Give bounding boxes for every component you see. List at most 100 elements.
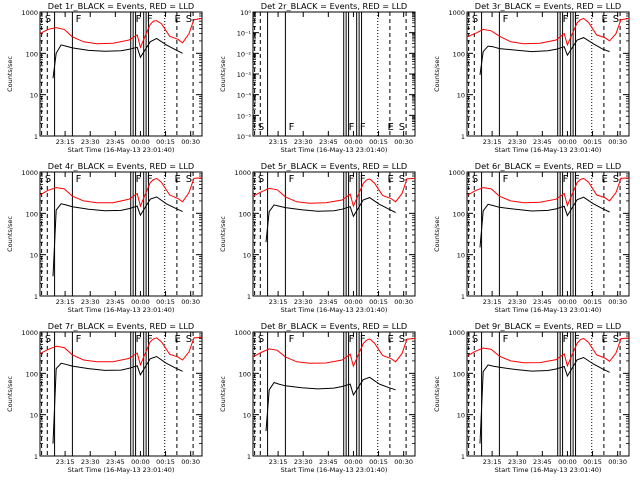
event-marker-label: F [563, 334, 569, 345]
detector-panel: Det 5r_BLACK = Events, RED = LLD 1 10 100 10… [213, 160, 426, 320]
event-marker-label: F [503, 174, 509, 185]
x-tick-label: 23:30 [508, 458, 527, 466]
x-tick-label: 23:45 [533, 458, 552, 466]
x-tick-label: 23:45 [319, 138, 338, 146]
lld-series-line [252, 177, 416, 208]
event-marker-label: S [258, 334, 264, 345]
x-tick-label: 23:15 [56, 138, 75, 146]
event-marker-label: S [472, 14, 478, 25]
y-tick-label: 1 [34, 293, 38, 301]
x-tick-label: 00:30 [181, 138, 200, 146]
events-series-line [265, 197, 396, 243]
event-marker-label: S [472, 174, 478, 185]
y-tick-label: 1 [247, 453, 251, 461]
x-tick-label: 00:30 [608, 298, 627, 306]
x-tick-label: 23:30 [294, 138, 313, 146]
x-tick-label: 23:15 [269, 138, 288, 146]
chart-title: Det 3r_BLACK = Events, RED = LLD [475, 1, 621, 11]
event-marker-label: F [574, 174, 580, 185]
event-marker-label: E [601, 174, 607, 185]
x-tick-label: 00:15 [369, 138, 388, 146]
event-marker-label: E [601, 334, 607, 345]
y-tick-label: 100 [239, 370, 251, 378]
y-tick-label: 100 [239, 210, 251, 218]
event-marker-label: S [399, 334, 405, 345]
event-marker-label: F [147, 174, 153, 185]
y-tick-label: 1000 [448, 169, 465, 177]
y-tick-label: 10 [243, 412, 251, 420]
chart-title: Det 1r_BLACK = Events, RED = LLD [48, 1, 194, 11]
event-marker-label: F [360, 122, 366, 133]
x-tick-label: 00:30 [181, 458, 200, 466]
plot-frame [39, 171, 203, 297]
y-tick-label: 1 [461, 453, 465, 461]
event-marker-label: S [45, 174, 51, 185]
y-tick-label: 10⁰ [240, 9, 251, 17]
event-marker-label: S [472, 334, 478, 345]
event-marker-label: S [399, 174, 405, 185]
chart-svg: Det 4r_BLACK = Events, RED = LLD 1 10 100 10… [6, 161, 203, 314]
y-axis-label: Counts/sec [433, 376, 441, 412]
detector-panel: Det 9r_BLACK = Events, RED = LLD 1 10 100 10… [427, 320, 640, 480]
x-tick-label: 00:15 [583, 458, 602, 466]
y-tick-label: 100 [26, 210, 38, 218]
x-tick-label: 23:15 [483, 298, 502, 306]
detector-panel: Det 8r_BLACK = Events, RED = LLD 1 10 100 10… [213, 320, 426, 480]
x-tick-label: 23:30 [508, 138, 527, 146]
event-marker-label: F [563, 174, 569, 185]
event-marker-label: S [45, 334, 51, 345]
event-marker-label: F [289, 122, 295, 133]
y-tick-label: 1000 [234, 329, 251, 337]
x-tick-label: 00:15 [156, 298, 175, 306]
y-axis-label: Counts/sec [433, 56, 441, 92]
event-marker-label: S [45, 14, 51, 25]
chart-svg: Det 5r_BLACK = Events, RED = LLD 1 10 100 10… [219, 161, 416, 314]
event-marker-label: F [289, 174, 295, 185]
x-tick-label: 23:45 [106, 458, 125, 466]
y-axis-label: Counts/sec [6, 216, 14, 252]
event-marker-label: F [349, 334, 355, 345]
x-tick-label: 00:00 [558, 138, 577, 146]
event-marker-label: F [136, 334, 142, 345]
y-tick-label: 10⁻⁵ [237, 112, 252, 120]
chart-svg: Det 9r_BLACK = Events, RED = LLD 1 10 100 10… [433, 321, 630, 474]
y-tick-label: 10⁻² [237, 50, 252, 58]
detector-panel: Det 2r_BLACK = Events, RED = LLD 10⁻⁶ 10⁻⁵… [213, 0, 426, 160]
events-series-line [52, 196, 183, 277]
x-tick-label: 00:15 [156, 458, 175, 466]
y-tick-label: 10⁻³ [237, 71, 252, 79]
events-series-line [52, 355, 183, 444]
y-tick-label: 1000 [448, 329, 465, 337]
y-tick-label: 1 [34, 453, 38, 461]
chart-title: Det 2r_BLACK = Events, RED = LLD [261, 1, 407, 11]
y-axis-label: Counts/sec [6, 376, 14, 412]
events-series-line [52, 37, 183, 79]
x-axis-label: Start Time (16-May-13 23:01:40) [68, 146, 175, 154]
y-tick-label: 100 [26, 50, 38, 58]
chart-svg: Det 2r_BLACK = Events, RED = LLD 10⁻⁶ 10⁻⁵… [219, 1, 416, 154]
plot-frame [466, 11, 630, 137]
x-tick-label: 00:30 [394, 298, 413, 306]
x-axis-label: Start Time (16-May-13 23:01:40) [495, 466, 602, 474]
x-tick-label: 23:30 [81, 458, 100, 466]
lld-series-line [39, 17, 203, 49]
event-marker-label: F [76, 14, 82, 25]
x-tick-label: 23:45 [106, 298, 125, 306]
y-tick-label: 1000 [448, 9, 465, 17]
y-tick-label: 10 [243, 252, 251, 260]
x-axis-label: Start Time (16-May-13 23:01:40) [281, 466, 388, 474]
y-tick-label: 1000 [21, 329, 38, 337]
event-marker-label: F [574, 334, 580, 345]
x-tick-label: 00:00 [344, 298, 363, 306]
lld-series-line [466, 17, 630, 47]
event-marker-label: E [174, 14, 180, 25]
event-marker-label: F [147, 334, 153, 345]
y-tick-label: 1000 [21, 9, 38, 17]
x-tick-label: 00:00 [131, 298, 150, 306]
detector-panel: Det 4r_BLACK = Events, RED = LLD 1 10 100 10… [0, 160, 213, 320]
detector-panel: Det 1r_BLACK = Events, RED = LLD 1 10 100 10… [0, 0, 213, 160]
event-marker-label: S [613, 14, 619, 25]
event-marker-label: F [574, 14, 580, 25]
chart-title: Det 9r_BLACK = Events, RED = LLD [475, 321, 621, 331]
event-marker-label: S [186, 334, 192, 345]
